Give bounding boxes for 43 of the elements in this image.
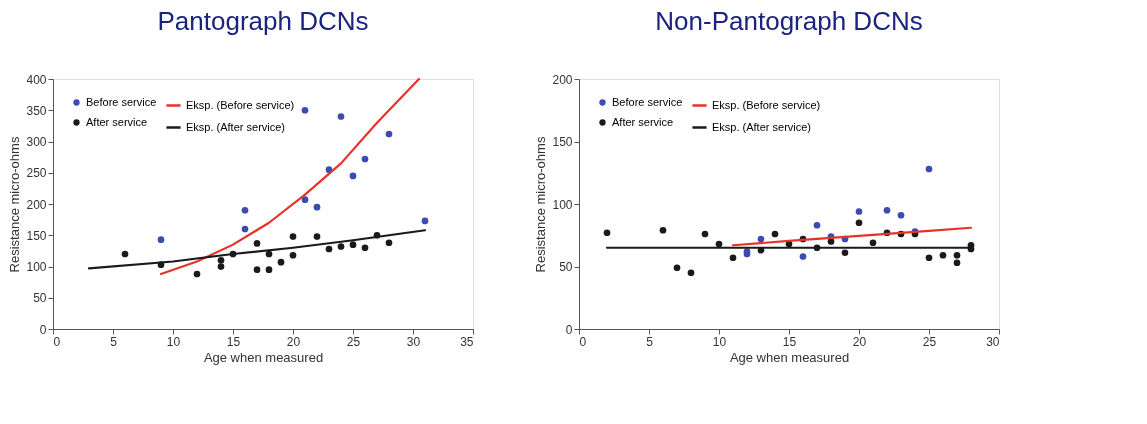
y-tick-label: 200 (26, 197, 47, 212)
x-tick-label: 10 (712, 334, 727, 349)
legend-label: Eksp. (After service) (186, 120, 286, 133)
x-axis-title: Age when measured (203, 349, 324, 365)
x-tick-label: 30 (406, 334, 421, 349)
y-tick-label: 50 (559, 260, 573, 274)
x-tick-label: 0 (53, 334, 61, 349)
chart-title: Pantograph DCNs (157, 6, 369, 36)
x-tick-label: 15 (226, 334, 241, 349)
chart-title: Non-Pantograph DCNs (655, 6, 923, 36)
x-tick-label: 20 (852, 334, 867, 349)
x-tick-label: 0 (579, 334, 587, 349)
y-tick-label: 100 (552, 197, 573, 212)
x-tick-label: 15 (782, 334, 797, 349)
x-tick-label: 10 (166, 334, 181, 349)
x-tick-label: 20 (286, 334, 301, 349)
y-axis-title: Resistance micro-ohms (533, 136, 549, 273)
legend-label: After service (86, 115, 148, 128)
legend-label: After service (612, 115, 674, 128)
legend-label: Eksp. (After service) (712, 120, 812, 133)
x-tick-label: 25 (346, 334, 361, 349)
x-tick-label: 35 (460, 334, 474, 349)
x-axis-title: Age when measured (729, 349, 850, 365)
y-tick-label: 0 (565, 322, 573, 337)
legend-label: Before service (612, 95, 683, 108)
y-tick-label: 0 (39, 322, 47, 337)
legend-label: Eksp. (Before service) (712, 98, 821, 111)
legend-label: Before service (86, 95, 157, 108)
y-tick-label: 100 (26, 260, 47, 274)
y-tick-label: 250 (26, 166, 47, 181)
x-tick-label: 25 (922, 334, 937, 349)
x-tick-label: 5 (110, 334, 118, 349)
y-tick-label: 50 (33, 291, 47, 306)
x-tick-label: 5 (646, 334, 654, 349)
legend-label: Eksp. (Before service) (186, 98, 295, 111)
y-tick-label: 150 (26, 228, 47, 243)
x-tick-label: 30 (986, 334, 1000, 349)
y-tick-label: 350 (26, 103, 47, 118)
y-tick-label: 300 (26, 135, 47, 149)
y-axis-title: Resistance micro-ohms (7, 136, 23, 273)
y-tick-label: 150 (552, 135, 573, 149)
y-tick-label: 200 (552, 72, 573, 87)
y-tick-label: 400 (26, 72, 47, 87)
